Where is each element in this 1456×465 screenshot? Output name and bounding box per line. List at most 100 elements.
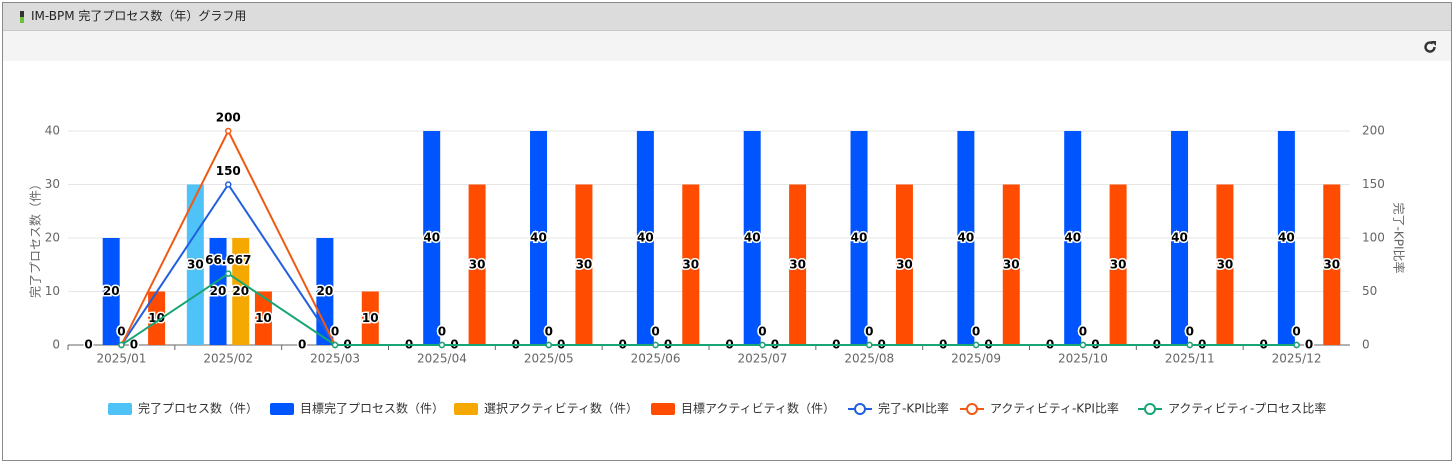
data-label: 40 (530, 231, 547, 245)
x-tick-label: 2025/05 (524, 352, 574, 366)
data-label: 0 (1292, 325, 1300, 339)
data-label: 0 (117, 325, 125, 339)
data-label: 30 (576, 257, 593, 271)
legend-label: 完了プロセス数（件） (138, 401, 258, 416)
line-point (545, 341, 552, 349)
data-label: 0 (545, 325, 553, 339)
line-point (972, 341, 980, 349)
data-label: 200 (216, 111, 241, 125)
data-label: 10 (148, 311, 165, 325)
line-point (225, 181, 232, 188)
legend-swatch (966, 403, 978, 415)
y2-tick-label: 100 (1362, 231, 1385, 245)
bar (1277, 131, 1295, 345)
data-label: 0 (438, 325, 446, 339)
legend-label: アクティビティ-プロセス比率 (1168, 401, 1326, 416)
data-label: 150 (216, 164, 241, 178)
bar (1171, 131, 1189, 345)
data-label: 0 (1292, 325, 1300, 339)
x-tick-label: 2025/12 (1272, 352, 1322, 366)
data-label: 0 (865, 325, 873, 339)
bar (1216, 184, 1234, 345)
bar (895, 184, 913, 345)
toolbar (3, 31, 1451, 61)
bar (209, 238, 227, 345)
data-label: 0 (758, 325, 766, 339)
y2-tick-label: 200 (1362, 124, 1385, 138)
x-tick-label: 2025/03 (310, 352, 360, 366)
data-label: 40 (1171, 231, 1188, 245)
data-label: 0 (117, 325, 125, 339)
x-tick-label: 2025/07 (737, 352, 787, 366)
bar (789, 184, 807, 345)
bar (468, 184, 486, 345)
line-point (438, 341, 446, 349)
data-label: 66.667 (205, 253, 251, 267)
data-label: 0 (972, 325, 980, 339)
line-point (1293, 341, 1300, 349)
data-label: 0 (651, 325, 659, 339)
data-label: 0 (865, 325, 873, 339)
x-tick-label: 2025/11 (1165, 352, 1215, 366)
x-tick-label: 2025/01 (96, 352, 146, 366)
data-label: 0 (331, 325, 339, 339)
bar (232, 238, 250, 345)
line-point (866, 341, 873, 349)
bar (102, 238, 120, 345)
line-point (1079, 341, 1087, 349)
bar (575, 184, 593, 345)
legend-swatch (854, 403, 866, 415)
bar (1109, 184, 1127, 345)
bar (1002, 184, 1020, 345)
legend-swatch (454, 403, 478, 415)
data-label: 20 (232, 284, 249, 298)
data-label: 40 (423, 231, 440, 245)
line-point (331, 341, 339, 349)
refresh-button[interactable] (1423, 40, 1437, 54)
data-label: 40 (958, 231, 975, 245)
data-label: 40 (851, 231, 868, 245)
data-label: 30 (469, 257, 486, 271)
data-label: 30 (1323, 257, 1340, 271)
data-label: 10 (362, 311, 379, 325)
bar (361, 291, 379, 345)
data-label: 0 (865, 325, 873, 339)
data-label: 30 (896, 257, 913, 271)
bar (682, 184, 700, 345)
data-label: 0 (331, 325, 339, 339)
legend-label: アクティビティ-KPI比率 (990, 401, 1119, 416)
legend-swatch (1144, 403, 1156, 415)
data-label: 0 (545, 325, 553, 339)
bar (148, 291, 166, 345)
data-label: 20 (103, 284, 120, 298)
legend-swatch (651, 403, 675, 415)
data-label: 0 (298, 338, 306, 352)
data-label: 40 (1064, 231, 1081, 245)
data-label: 0 (758, 325, 766, 339)
panel-title: IM-BPM 完了プロセス数（年）グラフ用 (3, 3, 1451, 31)
x-tick-label: 2025/08 (844, 352, 894, 366)
bar (186, 184, 204, 345)
data-label: 0 (1186, 325, 1194, 339)
y-tick-label: 0 (52, 338, 60, 352)
data-label: 0 (438, 325, 446, 339)
data-label: 0 (130, 338, 138, 352)
legend-label: 目標完了プロセス数（件） (300, 401, 444, 416)
data-label: 40 (1278, 231, 1295, 245)
data-label: 0 (545, 325, 553, 339)
bar (636, 131, 654, 345)
x-tick-label: 2025/04 (417, 352, 467, 366)
legend-swatch (270, 403, 294, 415)
line-point (1186, 341, 1193, 349)
y-tick-label: 30 (45, 177, 60, 191)
data-label: 0 (651, 325, 659, 339)
y-tick-label: 40 (45, 124, 60, 138)
data-label: 20 (317, 284, 334, 298)
data-label: 30 (187, 257, 204, 271)
x-tick-label: 2025/09 (951, 352, 1001, 366)
data-label: 30 (1110, 257, 1127, 271)
data-label: 40 (744, 231, 761, 245)
y2-tick-label: 50 (1362, 284, 1377, 298)
legend-label: 完了-KPI比率 (878, 401, 949, 416)
